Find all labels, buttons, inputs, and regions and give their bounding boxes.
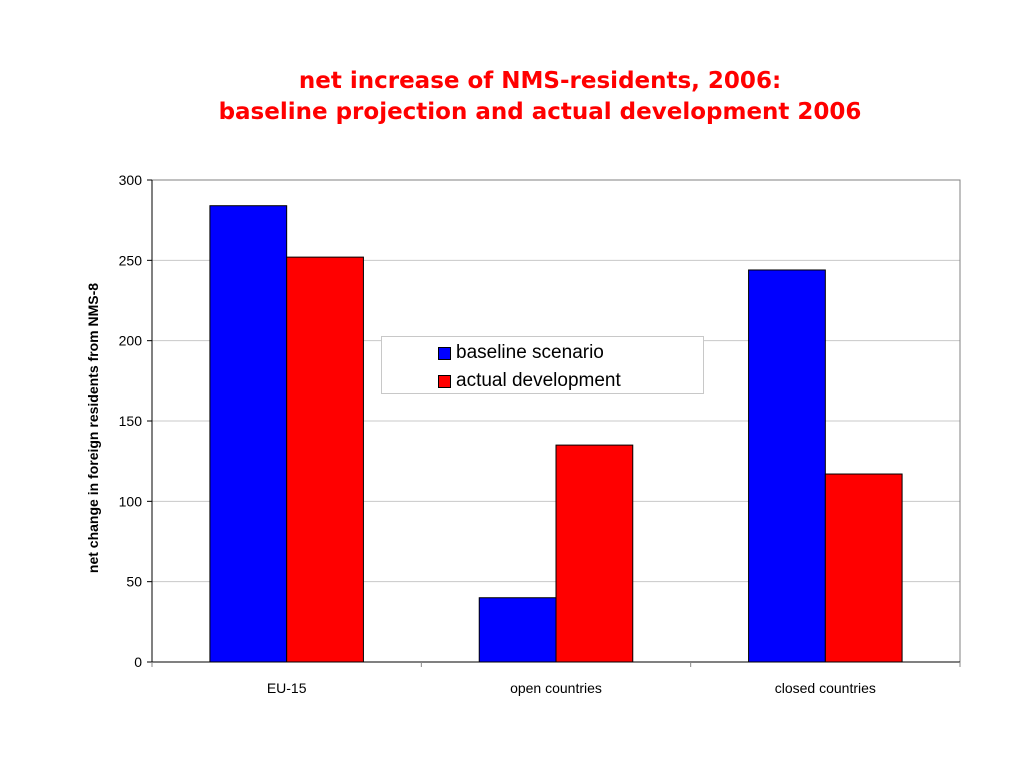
- legend-item-baseline: baseline scenario: [438, 340, 604, 366]
- bars: [209, 205, 903, 663]
- legend-item-actual: actual development: [438, 368, 621, 394]
- legend-label-actual: actual development: [456, 370, 621, 391]
- chart-title-line-2: baseline projection and actual developme…: [218, 99, 862, 125]
- y-tick-label: 100: [119, 493, 143, 509]
- y-tick-label: 150: [119, 413, 143, 429]
- bar-baseline: [748, 269, 826, 663]
- y-tick-label: 250: [119, 252, 143, 268]
- bar-actual: [555, 444, 634, 663]
- legend-swatch-baseline: [438, 346, 451, 360]
- legend: baseline scenario actual development: [381, 336, 704, 394]
- x-category-label: open countries: [510, 680, 602, 696]
- bar-baseline: [478, 597, 557, 663]
- y-tick-label: 50: [126, 574, 142, 590]
- chart-title-line-1: net increase of NMS-residents, 2006:: [298, 68, 782, 94]
- bar-actual: [824, 473, 903, 663]
- legend-swatch-actual: [438, 374, 451, 388]
- axes: 0 50 100 150 200 250 300 EU-15 open countries clo…: [119, 172, 961, 696]
- x-category-label: closed countries: [775, 680, 876, 696]
- legend-label-baseline: baseline scenario: [456, 342, 604, 363]
- bar-actual: [286, 256, 364, 663]
- y-tick-label: 0: [134, 654, 142, 670]
- x-category-label: EU-15: [267, 680, 307, 696]
- y-tick-label: 300: [119, 172, 143, 188]
- bar-baseline: [209, 205, 288, 663]
- y-tick-label: 200: [119, 333, 143, 349]
- chart-title: net increase of NMS-residents, 2006: bas…: [0, 66, 1024, 128]
